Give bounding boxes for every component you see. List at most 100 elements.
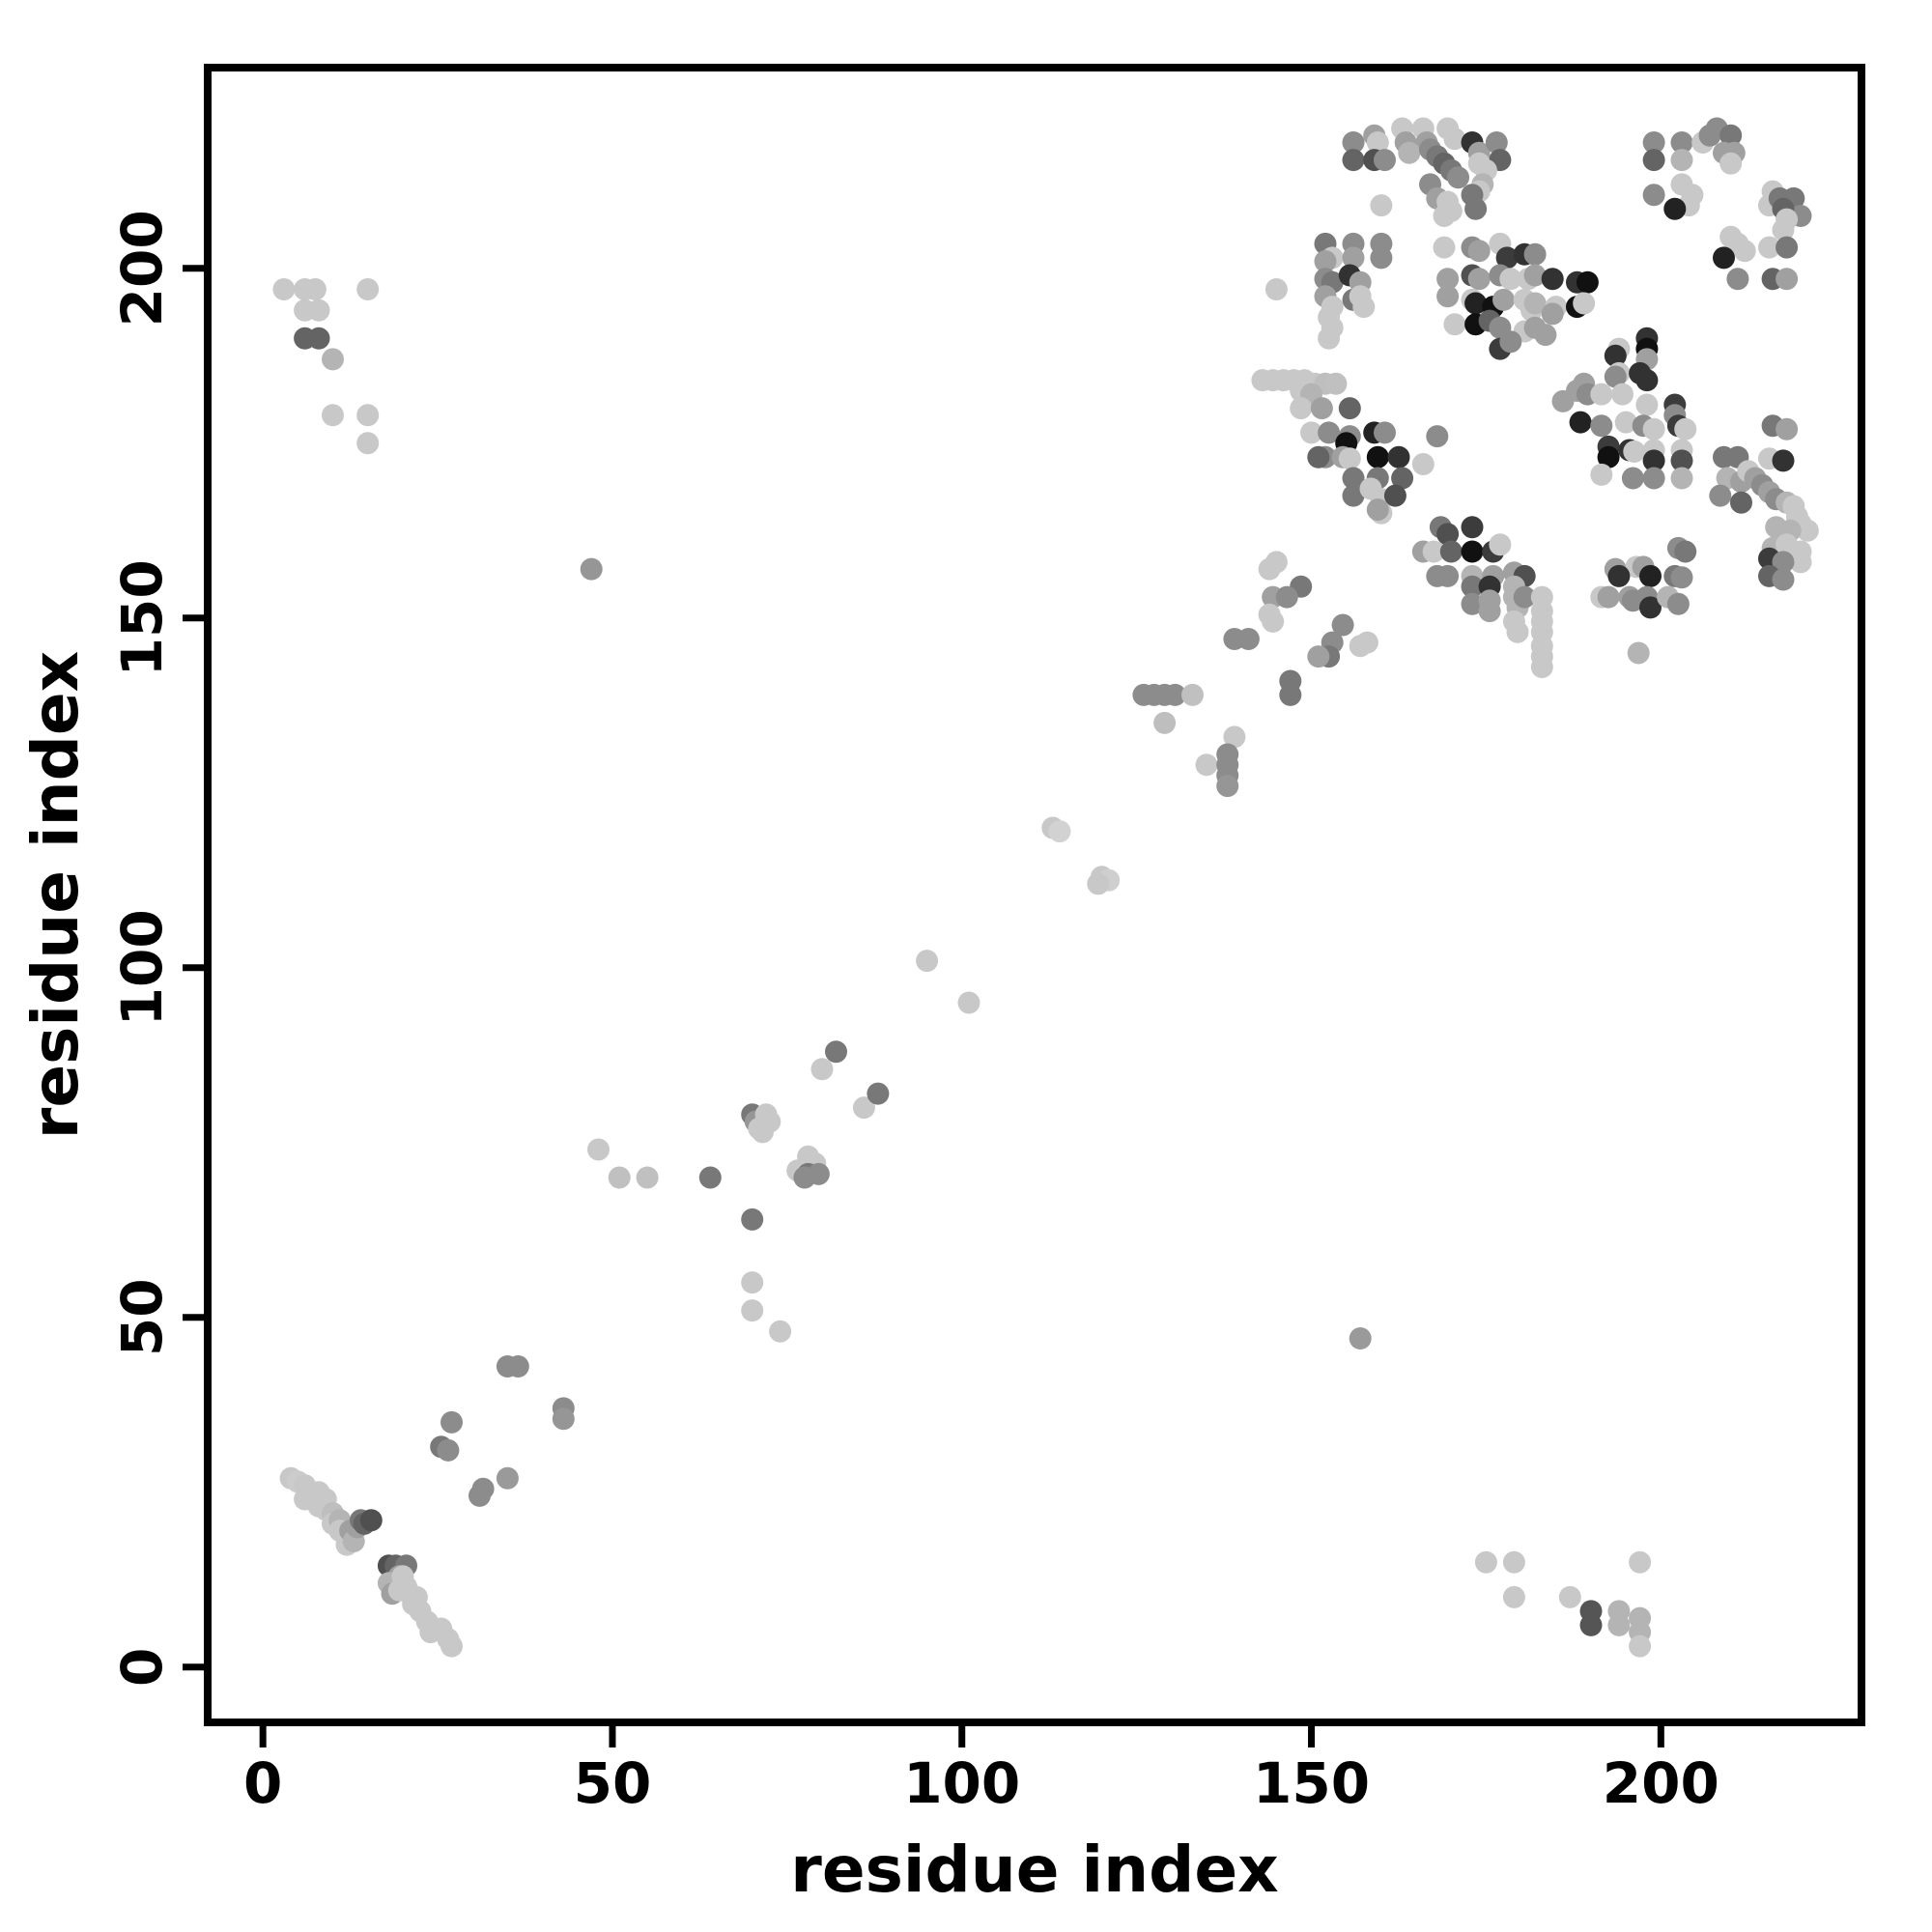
data-point — [1614, 411, 1637, 434]
data-point — [1048, 820, 1071, 843]
data-point — [359, 1509, 383, 1532]
data-point — [1411, 453, 1435, 475]
data-point — [1433, 236, 1456, 259]
data-point — [1342, 484, 1365, 507]
data-point — [322, 348, 344, 371]
data-point — [1726, 268, 1749, 291]
data-point — [1534, 324, 1557, 347]
data-point — [1642, 449, 1665, 472]
data-point — [1391, 467, 1414, 490]
data-point — [1366, 131, 1389, 154]
data-point — [1776, 236, 1799, 259]
x-tick-label: 0 — [243, 1750, 282, 1816]
y-tick-label: 100 — [109, 909, 175, 1026]
data-point — [1523, 292, 1547, 315]
data-point — [1772, 218, 1795, 242]
data-point — [1541, 268, 1564, 291]
data-point — [1639, 596, 1662, 619]
data-point — [580, 557, 603, 581]
data-point — [1670, 449, 1693, 472]
data-point — [1436, 268, 1460, 291]
data-point — [1789, 551, 1812, 574]
data-point — [741, 1271, 764, 1294]
data-point — [1796, 519, 1819, 542]
data-point — [916, 950, 939, 973]
data-point — [636, 1166, 659, 1189]
data-point — [1772, 568, 1795, 591]
x-tick-label: 150 — [1253, 1750, 1370, 1816]
data-point — [405, 1585, 428, 1608]
data-point — [1776, 268, 1799, 291]
data-point — [1195, 753, 1218, 777]
data-point — [1163, 683, 1186, 706]
data-point — [1366, 498, 1389, 522]
data-point — [1370, 246, 1393, 270]
data-point — [1573, 292, 1596, 315]
data-point — [1478, 600, 1501, 623]
data-point — [1439, 199, 1463, 222]
data-point — [1467, 268, 1491, 291]
data-point — [1604, 365, 1627, 388]
data-point — [1436, 285, 1460, 308]
data-point — [1426, 425, 1449, 448]
data-point — [1461, 540, 1484, 563]
data-point — [1447, 166, 1469, 189]
data-point — [1223, 725, 1246, 749]
data-point — [1236, 628, 1260, 650]
data-point — [1776, 417, 1799, 440]
data-point — [1674, 540, 1697, 563]
data-point — [769, 1320, 792, 1343]
data-point — [496, 1466, 519, 1490]
data-point — [307, 327, 330, 350]
data-point — [1597, 585, 1620, 609]
data-point — [1366, 445, 1389, 469]
data-point — [1558, 1585, 1581, 1608]
data-point — [1506, 620, 1529, 643]
data-point — [1607, 564, 1631, 587]
data-point — [1502, 1585, 1525, 1608]
data-point — [1513, 585, 1536, 609]
data-point — [1666, 592, 1690, 615]
y-tick-label: 200 — [109, 210, 175, 327]
data-point — [608, 1166, 631, 1189]
data-point — [1627, 641, 1650, 665]
x-axis-title: residue index — [790, 1833, 1278, 1907]
data-point — [1258, 557, 1281, 581]
data-point — [741, 1208, 764, 1231]
data-point — [1275, 585, 1298, 609]
data-point — [437, 1438, 460, 1462]
data-point — [1719, 124, 1743, 147]
data-point — [752, 1121, 774, 1144]
data-point — [356, 404, 380, 427]
data-point — [1629, 1550, 1652, 1574]
data-point — [1713, 246, 1735, 270]
y-tick-label: 50 — [109, 1278, 175, 1356]
data-point — [303, 278, 327, 300]
data-point — [391, 1565, 414, 1588]
data-point — [1523, 242, 1547, 266]
data-point — [1461, 575, 1484, 598]
data-point — [1436, 564, 1460, 587]
data-point — [1181, 683, 1204, 706]
data-point — [1467, 240, 1491, 263]
data-point — [1495, 246, 1519, 270]
data-point — [867, 1082, 890, 1105]
data-point — [1502, 1550, 1525, 1574]
data-point — [1569, 411, 1592, 434]
x-tick-label: 200 — [1603, 1750, 1719, 1816]
data-point — [1772, 551, 1795, 574]
data-point — [1590, 463, 1613, 486]
data-point — [793, 1166, 816, 1189]
data-point — [1499, 268, 1522, 291]
data-point — [440, 1634, 463, 1658]
data-point — [1342, 467, 1365, 490]
data-point — [1318, 327, 1341, 350]
data-point — [506, 1355, 529, 1378]
data-point — [1590, 383, 1613, 406]
data-point — [1264, 278, 1288, 300]
data-point — [1374, 421, 1396, 444]
data-point — [1642, 184, 1665, 207]
data-point — [440, 1410, 463, 1434]
data-point — [1489, 533, 1512, 556]
data-point — [322, 404, 344, 427]
